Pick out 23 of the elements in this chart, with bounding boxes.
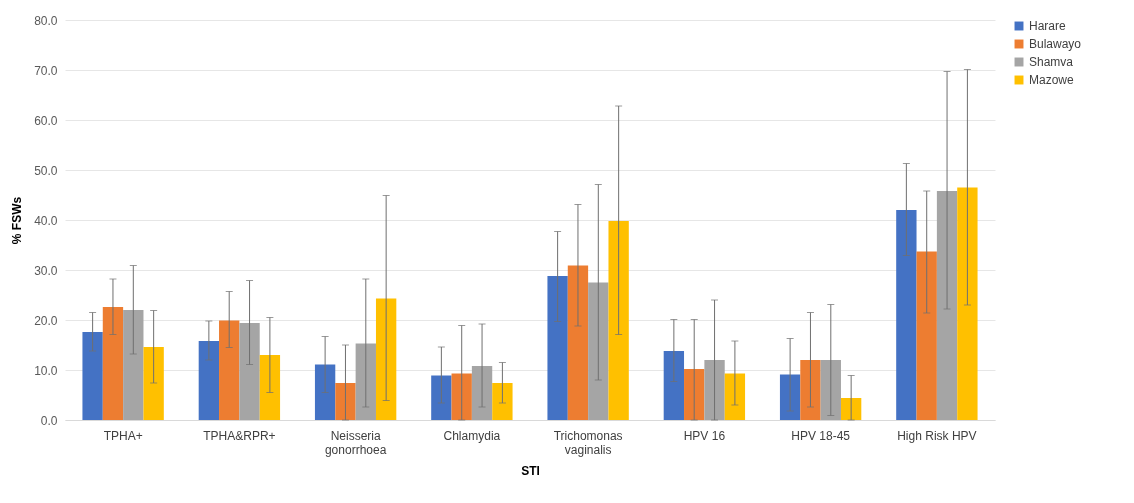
y-axis-title: % FSWs xyxy=(10,196,25,245)
x-tick-label: Neisseria gonorrhoea xyxy=(324,428,387,457)
x-tick-label: TPHA&RPR+ xyxy=(203,428,276,443)
legend-label: Bulawayo xyxy=(1029,37,1082,51)
legend-label: Harare xyxy=(1029,19,1067,33)
y-tick-label: 50.0 xyxy=(34,163,58,178)
x-tick-label: Chlamydia xyxy=(443,428,501,443)
y-tick-label: 10.0 xyxy=(34,363,58,378)
x-tick-label: HPV 16 xyxy=(683,428,726,443)
y-tick-label: 0.0 xyxy=(40,413,58,428)
y-tick-label: 20.0 xyxy=(34,313,58,328)
legend-label: Shamva xyxy=(1029,55,1074,69)
legend-label: Mazowe xyxy=(1029,73,1075,87)
x-tick-label: HPV 18-45 xyxy=(791,428,851,443)
y-tick-label: 80.0 xyxy=(34,13,58,28)
x-tick-label: TPHA+ xyxy=(103,428,143,443)
y-tick-label: 60.0 xyxy=(34,113,58,128)
x-axis-title: STI xyxy=(521,463,540,478)
x-tick-label: High Risk HPV xyxy=(897,428,977,443)
y-tick-label: 30.0 xyxy=(34,263,58,278)
y-tick-label: 70.0 xyxy=(34,63,58,78)
y-tick-label: 40.0 xyxy=(34,213,58,228)
x-tick-label: Trichomonas vaginalis xyxy=(553,428,623,457)
